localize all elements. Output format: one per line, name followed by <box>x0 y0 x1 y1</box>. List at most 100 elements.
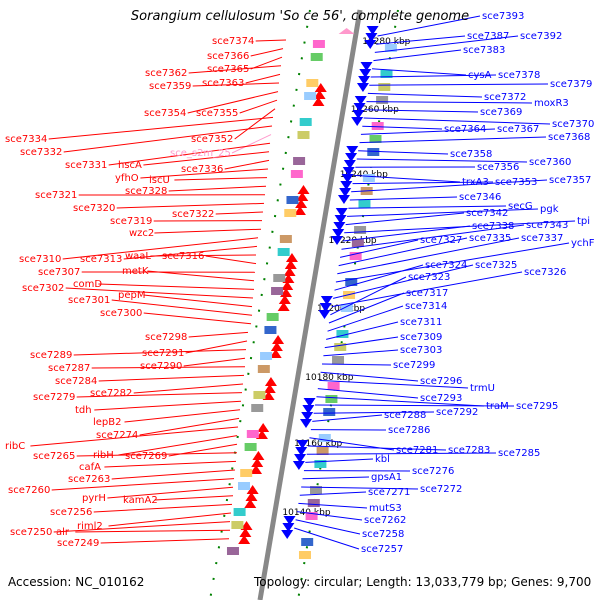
gene-label-right[interactable]: sce7283 <box>448 445 490 456</box>
gene-label-right[interactable]: sce7285 <box>498 448 540 459</box>
gene-label-left[interactable]: hscA <box>118 160 142 171</box>
gene-label-left[interactable]: sce7279 <box>33 392 75 403</box>
gene-label-right[interactable]: mutS3 <box>369 503 402 514</box>
gene-label-left[interactable]: sce7362 <box>145 68 187 79</box>
gene-label-left[interactable]: sce7320 <box>73 203 115 214</box>
gene-label-right[interactable]: sce7262 <box>364 515 406 526</box>
gene-label-left[interactable]: sce7310 <box>19 254 61 265</box>
gene-label-right[interactable]: sce7378 <box>498 70 540 81</box>
gene-label-left[interactable]: sce7284 <box>55 376 97 387</box>
gene-label-left[interactable]: pepM <box>118 290 145 301</box>
gene-label-right[interactable]: sce7257 <box>361 544 403 555</box>
gene-label-left[interactable]: sce7316 <box>162 251 204 262</box>
gene-label-left[interactable]: sce7301 <box>68 295 110 306</box>
gene-label-right[interactable]: sce7358 <box>450 149 492 160</box>
gene-label-right[interactable]: sce7271 <box>368 487 410 498</box>
gene-label-left[interactable]: riml2 <box>77 521 103 532</box>
gene-label-left[interactable]: sce7265 <box>33 451 75 462</box>
gene-label-right[interactable]: trmU <box>470 383 495 394</box>
gene-label-left[interactable]: sce7274 <box>96 430 138 441</box>
gene-label-right[interactable]: sce7338 <box>472 221 514 232</box>
gene-label-right[interactable]: sce7327 <box>420 235 462 246</box>
gene-label-right[interactable]: sce7324 <box>425 260 467 271</box>
gene-label-right[interactable]: sce7286 <box>388 425 430 436</box>
gene-label-right[interactable]: sce7326 <box>524 267 566 278</box>
gene-label-left[interactable]: sce7365 <box>207 64 249 75</box>
gene-label-right[interactable]: sce7342 <box>466 208 508 219</box>
gene-label-right[interactable]: sce7387 <box>467 31 509 42</box>
gene-label-right[interactable]: sce7383 <box>463 45 505 56</box>
gene-label-left[interactable]: iscU <box>149 175 170 186</box>
gene-label-left[interactable]: sce_s2m_25 <box>170 148 231 159</box>
gene-label-left[interactable]: sce7363 <box>202 78 244 89</box>
gene-label-left[interactable]: sce7287 <box>48 363 90 374</box>
gene-label-right[interactable]: traM <box>486 401 509 412</box>
gene-label-left[interactable]: sce7250 <box>10 527 52 538</box>
gene-label-left[interactable]: sce7260 <box>8 485 50 496</box>
gene-label-left[interactable]: comD <box>73 279 102 290</box>
gene-label-right[interactable]: sce7368 <box>548 132 590 143</box>
gene-label-left[interactable]: kamA2 <box>123 495 158 506</box>
gene-label-right[interactable]: trxA3 <box>462 177 489 188</box>
gene-label-right[interactable]: sce7292 <box>436 407 478 418</box>
gene-label-left[interactable]: sce7298 <box>145 332 187 343</box>
gene-label-left[interactable]: sce7331 <box>65 160 107 171</box>
gene-label-left[interactable]: waaL <box>125 251 151 262</box>
gene-label-right[interactable]: secG <box>508 201 533 212</box>
gene-label-right[interactable]: tpi <box>577 216 590 227</box>
gene-label-left[interactable]: cafA <box>79 462 101 473</box>
gene-label-right[interactable]: kbl <box>375 454 390 465</box>
gene-label-left[interactable]: sce7291 <box>142 348 184 359</box>
gene-label-left[interactable]: wzc2 <box>129 228 154 239</box>
gene-label-right[interactable]: sce7357 <box>549 175 591 186</box>
gene-label-right[interactable]: sce7370 <box>552 119 594 130</box>
gene-label-right[interactable]: sce7281 <box>396 445 438 456</box>
gene-label-right[interactable]: sce7296 <box>420 376 462 387</box>
gene-label-right[interactable]: sce7343 <box>526 220 568 231</box>
gene-label-left[interactable]: sce7302 <box>22 283 64 294</box>
gene-label-right[interactable]: sce7372 <box>484 92 526 103</box>
gene-label-right[interactable]: sce7367 <box>497 124 539 135</box>
gene-label-left[interactable]: alr <box>56 527 70 538</box>
gene-label-right[interactable]: sce7356 <box>477 162 519 173</box>
gene-label-left[interactable]: sce7256 <box>50 507 92 518</box>
gene-label-right[interactable]: sce7276 <box>412 466 454 477</box>
gene-label-left[interactable]: sce7289 <box>30 350 72 361</box>
gene-label-right[interactable]: sce7258 <box>362 529 404 540</box>
gene-label-left[interactable]: sce7313 <box>80 254 122 265</box>
gene-label-right[interactable]: sce7311 <box>400 317 442 328</box>
gene-label-left[interactable]: sce7352 <box>191 134 233 145</box>
gene-label-right[interactable]: sce7295 <box>516 401 558 412</box>
gene-label-left[interactable]: ribC <box>5 441 25 452</box>
gene-label-left[interactable]: sce7321 <box>35 190 77 201</box>
gene-label-right[interactable]: gpsA1 <box>371 472 402 483</box>
gene-label-left[interactable]: pyrH <box>82 493 106 504</box>
gene-label-right[interactable]: sce7364 <box>444 124 486 135</box>
gene-label-right[interactable]: sce7323 <box>408 272 450 283</box>
gene-label-left[interactable]: sce7319 <box>110 216 152 227</box>
gene-label-right[interactable]: sce7293 <box>420 393 462 404</box>
gene-label-left[interactable]: yfhO <box>115 173 139 184</box>
gene-label-right[interactable]: cysA <box>468 70 492 81</box>
gene-label-right[interactable]: sce7288 <box>384 410 426 421</box>
gene-labels[interactable]: sce7374 sce7366 sce7365 sce7362 sce7363 sce73… <box>5 11 595 555</box>
gene-label-left[interactable]: sce7269 <box>125 451 167 462</box>
gene-label-right[interactable]: sce7325 <box>475 260 517 271</box>
gene-label-left[interactable]: sce7332 <box>20 147 62 158</box>
gene-label-left[interactable]: sce7374 <box>212 36 254 47</box>
gene-label-left[interactable]: sce7290 <box>140 361 182 372</box>
gene-label-left[interactable]: sce7354 <box>144 108 186 119</box>
gene-label-right[interactable]: sce7392 <box>520 31 562 42</box>
gene-label-left[interactable]: sce7249 <box>57 538 99 549</box>
gene-label-right[interactable]: sce7314 <box>405 301 447 312</box>
gene-label-right[interactable]: sce7393 <box>482 11 524 22</box>
gene-label-right[interactable]: sce7309 <box>400 332 442 343</box>
gene-label-left[interactable]: tdh <box>75 405 92 416</box>
gene-label-left[interactable]: sce7336 <box>181 164 223 175</box>
gene-label-right[interactable]: sce7360 <box>529 157 571 168</box>
gene-label-left[interactable]: ribH <box>93 450 114 461</box>
gene-label-left[interactable]: sce7355 <box>196 108 238 119</box>
gene-label-right[interactable]: pgk <box>540 204 559 215</box>
gene-label-right[interactable]: sce7272 <box>420 484 462 495</box>
gene-label-right[interactable]: sce7346 <box>459 192 501 203</box>
